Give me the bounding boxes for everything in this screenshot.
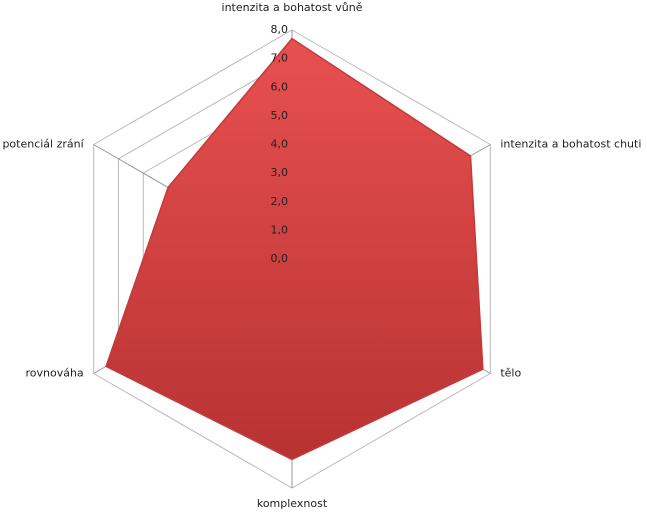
category-label: rovnováha: [25, 367, 83, 380]
category-label: tělo: [500, 367, 521, 380]
axis-tick-label: 2,0: [271, 195, 289, 208]
category-label: intenzita a bohatost chuti: [500, 138, 641, 151]
axis-tick-label: 7,0: [271, 52, 289, 65]
axis-tick-label: 1,0: [271, 223, 289, 236]
category-label: intenzita a bohatost vůně: [222, 1, 363, 14]
axis-tick-label: 3,0: [271, 166, 289, 179]
category-label: potenciál zrání: [2, 138, 84, 151]
radar-area: [105, 37, 484, 461]
axis-tick-label: 4,0: [271, 138, 289, 151]
axis-tick-label: 6,0: [271, 80, 289, 93]
axis-tick-label: 0,0: [271, 252, 289, 265]
category-label: komplexnost: [257, 497, 328, 510]
axis-tick-label: 8,0: [271, 23, 289, 36]
axis-tick-label: 5,0: [271, 109, 289, 122]
